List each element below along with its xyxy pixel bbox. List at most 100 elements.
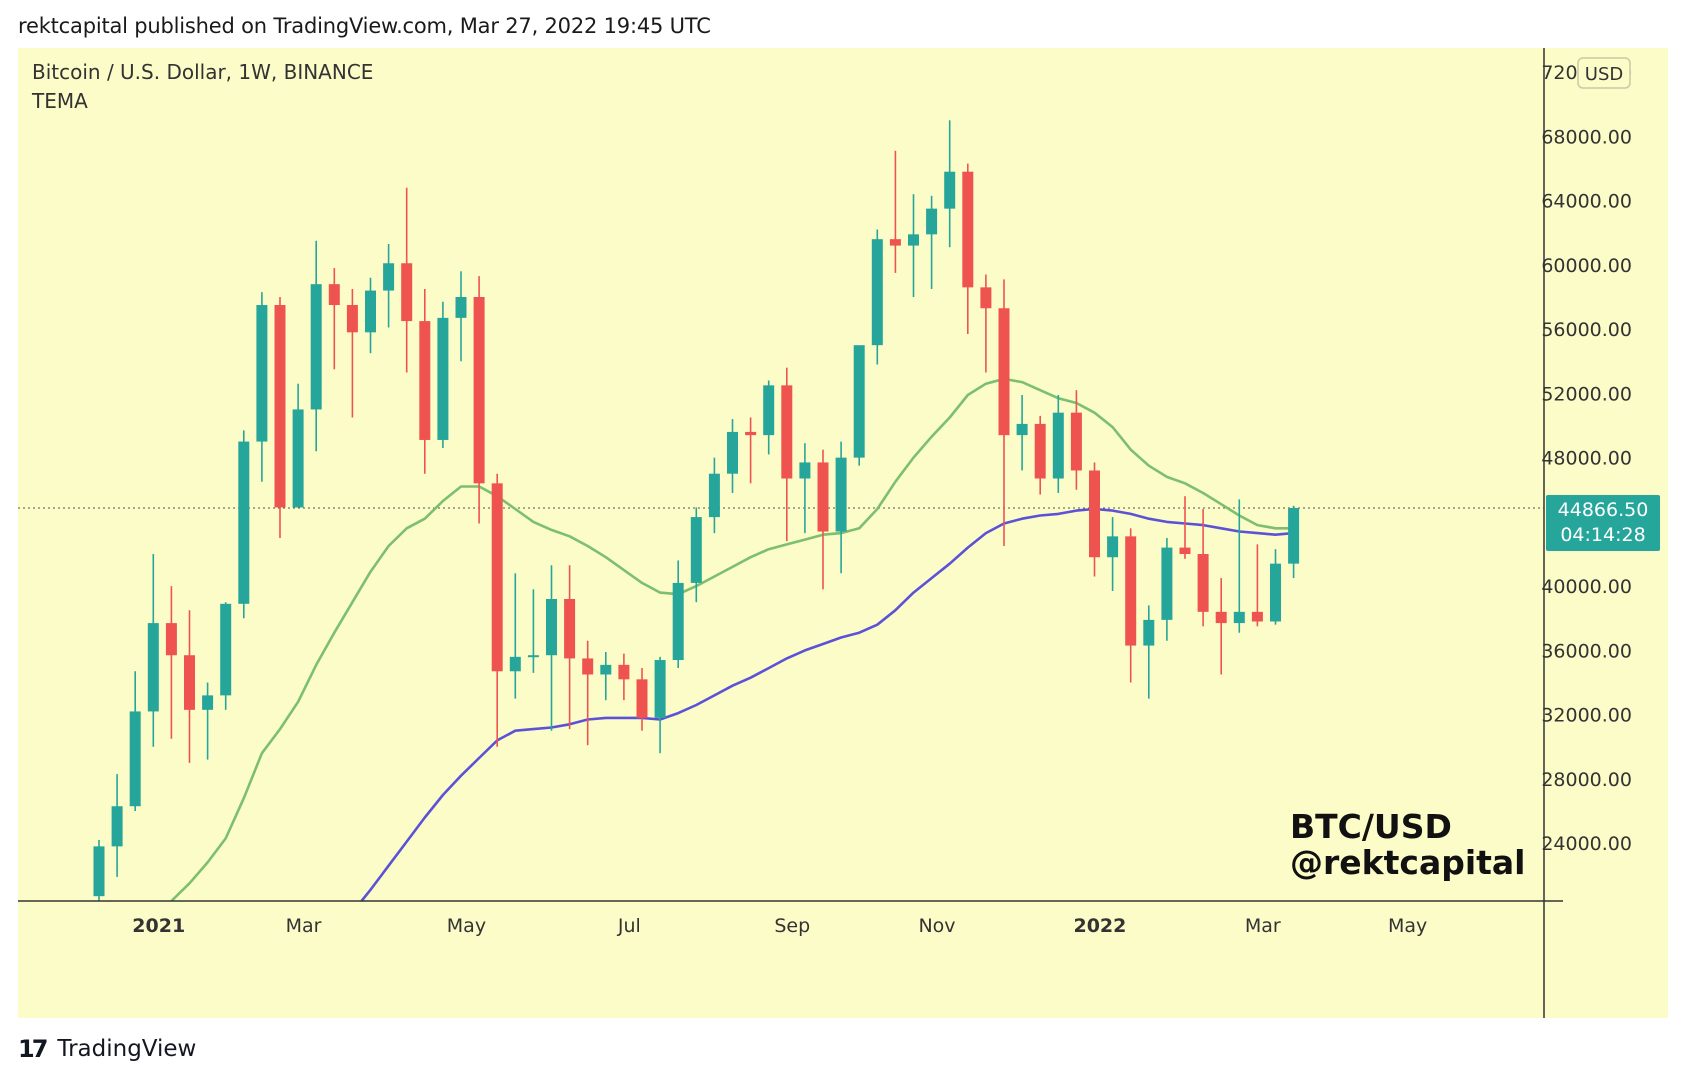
candle-body xyxy=(1052,412,1064,479)
x-tick-label: Sep xyxy=(774,915,810,937)
candle-up xyxy=(763,380,775,455)
watermark-author: @rektcapital xyxy=(1290,843,1526,882)
candle-body xyxy=(1233,611,1245,624)
candle-down xyxy=(184,610,195,763)
candle-body xyxy=(455,296,467,318)
candle-down xyxy=(1251,544,1263,627)
price-chart[interactable]: 72000.0068000.0064000.0060000.0056000.00… xyxy=(18,48,1668,1018)
y-tick-label: 68000.00 xyxy=(1541,126,1632,148)
candle-body xyxy=(1161,547,1173,620)
candle-up xyxy=(93,839,105,901)
candle-body xyxy=(1215,611,1227,624)
footer-brand[interactable]: 17 TradingView xyxy=(18,1035,196,1063)
candle-up xyxy=(690,507,702,603)
candle-body xyxy=(328,284,340,306)
candle-up xyxy=(220,602,232,710)
candle-down xyxy=(491,473,503,747)
candle-body xyxy=(564,598,576,659)
candle-down xyxy=(1179,496,1191,559)
candle-down xyxy=(419,288,431,474)
x-tick-label: 2022 xyxy=(1073,915,1126,937)
candle-down xyxy=(781,367,793,542)
candle-up xyxy=(1270,549,1281,625)
x-tick-label: Mar xyxy=(1245,915,1281,937)
candle-body xyxy=(1251,611,1263,622)
candle-body xyxy=(165,623,177,656)
candle-body xyxy=(1143,619,1155,646)
candle-up xyxy=(509,573,521,699)
candle-up xyxy=(926,195,938,289)
candle-body xyxy=(274,305,286,508)
candle-body xyxy=(763,385,775,436)
candle-down xyxy=(636,668,648,731)
chart-panel[interactable]: 72000.0068000.0064000.0060000.0056000.00… xyxy=(18,48,1668,1018)
candle-body xyxy=(292,409,304,508)
legend-symbol: Bitcoin / U.S. Dollar, 1W, BINANCE xyxy=(32,60,373,84)
candle-body xyxy=(708,473,720,518)
candle-body xyxy=(998,308,1010,436)
y-tick-label: 56000.00 xyxy=(1541,319,1632,341)
candle-body xyxy=(853,345,865,458)
candle-down xyxy=(346,288,358,418)
candle-up xyxy=(383,243,395,328)
last-price-tag: 44866.50 04:14:28 xyxy=(1546,494,1660,551)
candle-up xyxy=(292,383,304,508)
y-tick-label: 32000.00 xyxy=(1541,705,1632,727)
candle-body xyxy=(365,290,376,333)
candle-body xyxy=(93,846,105,897)
candle-body xyxy=(1070,412,1082,471)
candle-up xyxy=(111,774,123,877)
candle-up xyxy=(437,301,449,448)
candle-body xyxy=(600,664,612,675)
candle-down xyxy=(328,268,340,370)
candle-down xyxy=(165,586,177,739)
x-tick-label: May xyxy=(447,915,486,937)
tema-line xyxy=(360,507,1294,902)
candle-body xyxy=(1270,563,1281,622)
candle-up xyxy=(310,240,322,452)
candle-down xyxy=(473,276,485,524)
x-tick-label: Jul xyxy=(617,915,641,937)
candle-down xyxy=(401,187,413,373)
candle-body xyxy=(1034,423,1046,479)
candle-up xyxy=(527,589,539,673)
candle-down xyxy=(1197,509,1209,627)
candle-down xyxy=(1089,462,1100,577)
candle-body xyxy=(184,655,195,710)
y-tick-label: 40000.00 xyxy=(1541,576,1632,598)
candle-body xyxy=(980,287,992,309)
candle-down xyxy=(980,274,992,373)
tema-series xyxy=(170,377,1294,902)
candle-body xyxy=(238,441,250,604)
candle-down xyxy=(618,653,630,701)
currency-label: USD xyxy=(1585,64,1623,85)
currency-badge[interactable]: USD xyxy=(1577,57,1631,89)
candle-body xyxy=(437,317,449,440)
candle-down xyxy=(582,640,594,746)
candle-up xyxy=(835,441,847,574)
candle-up xyxy=(147,554,159,747)
y-tick-label: 60000.00 xyxy=(1541,255,1632,277)
candle-down xyxy=(998,279,1010,546)
candle-down xyxy=(962,163,974,334)
candle-body xyxy=(889,239,901,246)
x-tick-label: Nov xyxy=(918,915,955,937)
candle-body xyxy=(636,679,648,718)
candle-up xyxy=(1143,605,1155,699)
candle-body xyxy=(129,711,141,807)
candle-up xyxy=(256,292,268,482)
candle-up xyxy=(708,457,720,534)
candle-down xyxy=(564,565,576,730)
candle-down xyxy=(1125,528,1137,683)
candle-body xyxy=(1016,423,1028,436)
candle-body xyxy=(1125,536,1137,646)
candle-up xyxy=(944,120,956,248)
candle-body xyxy=(672,582,684,661)
candle-up xyxy=(908,194,919,297)
candle-down xyxy=(274,296,286,538)
candle-body xyxy=(745,431,757,436)
candle-body xyxy=(111,806,123,847)
candle-body xyxy=(491,483,503,672)
candle-body xyxy=(1107,536,1119,558)
candle-body xyxy=(202,695,214,710)
